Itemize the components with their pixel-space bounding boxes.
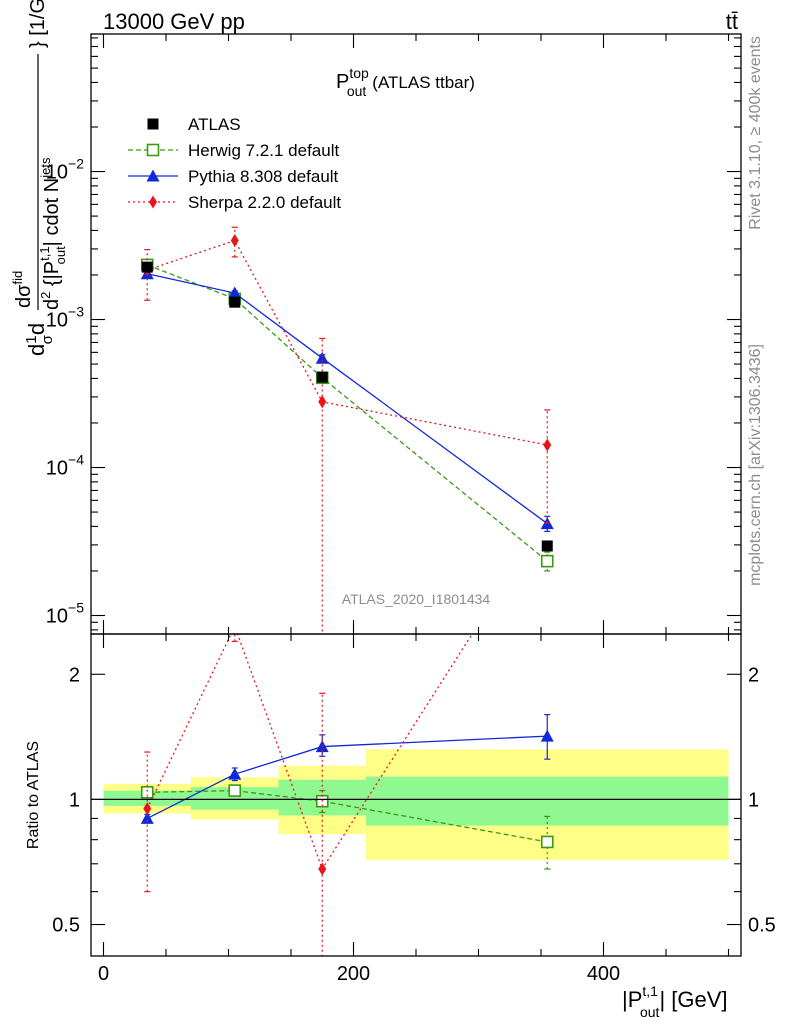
band-inner-1 [191,787,279,810]
y-tick-label: 10−5 [46,600,84,628]
ratio-point [231,620,239,633]
legend-label: Sherpa 2.2.0 default [188,193,341,212]
legend-marker [146,169,160,182]
ratio-series-2 [143,620,473,956]
ratio-point [140,786,154,799]
y-tick-label: 10−4 [46,452,84,480]
series-1 [140,267,554,533]
ratio-tick-label-left: 1 [69,789,80,811]
legend-marker [146,143,160,157]
legend-entry-3: Sherpa 2.2.0 default [128,193,341,212]
legend-entry-0: ATLAS [147,115,241,134]
series-line [147,273,548,525]
series-0 [140,258,554,572]
analysis-id: ATLAS_2020_I1801434 [342,591,491,607]
x-axis-label: |Pt,1 out| [GeV] [622,983,728,1020]
svg-text:d1σd: d1σd [23,323,56,356]
ratio-point [143,802,152,816]
ratio-line [146,735,548,820]
data-point [543,438,552,452]
atlas-data-point [229,296,241,308]
ratio-series-1 [140,713,554,824]
series-2 [143,226,552,634]
legend-entry-1: Herwig 7.2.1 default [128,141,339,160]
svg-text:} [1/GeV]: } [1/GeV] [27,0,49,48]
legend-entry-2: Pythia 8.308 default [128,167,339,186]
atlas-data [141,261,553,552]
legend-label: Pythia 8.308 default [188,167,339,186]
ratio-tick-label-right: 0.5 [748,915,776,937]
x-tick-label: 200 [337,963,370,985]
atlas-data-point [316,371,328,383]
ratio-tick-label-left: 0.5 [52,915,80,937]
rivet-label: Rivet 3.1.10, ≥ 400k events [747,36,764,230]
ratio-tick-label-right: 1 [748,789,759,811]
legend-marker [149,195,157,209]
energy-label: 13000 GeV pp [103,9,245,34]
legend: ATLAS Herwig 7.2.1 default Pythia 8.308 de… [128,115,341,212]
mcplots-label: mcplots.cern.ch [arXiv:1306.3436] [747,344,764,586]
legend-label: Herwig 7.2.1 default [188,141,339,160]
svg-text:dσfid: dσfid [10,271,35,308]
ratio-point [540,729,554,742]
ratio-line [146,634,473,871]
y-tick-label: 10−2 [46,156,84,184]
x-tick-label: 400 [587,963,620,985]
atlas-data-point [541,540,553,552]
main-panel-series [140,226,554,634]
axis-ticks [91,34,741,956]
series-line [147,239,548,446]
ratio-uncertainty-bands [103,749,729,860]
ratio-point [318,862,327,876]
ratio-panel-series [140,620,554,956]
ratio-tick-label-right: 2 [748,664,759,686]
data-point [230,234,239,248]
ratio-line [147,789,548,843]
x-tick-label: 0 [98,963,109,985]
y-axis-label: d1σd dσfid d2 {|Pt,1out| cdot Njets } [1… [10,0,68,356]
y-tick-label: 10−3 [46,304,84,332]
ratio-y-axis-label: Ratio to ATLAS [25,741,42,849]
legend-label: ATLAS [188,115,241,134]
data-point [228,286,242,299]
legend-marker [147,118,159,130]
ratio-point [140,811,154,824]
ratio-point [228,784,242,797]
data-point [318,395,327,409]
series-line [147,264,548,562]
atlas-data-point [141,261,153,273]
chart-title: Ptop out (ATLAS ttbar) [336,65,475,99]
data-point [540,554,554,568]
svg-text:d2 {|Pt,1out| cdot Njets: d2 {|Pt,1out| cdot Njets [37,157,68,310]
data-point [315,351,329,364]
process-label: tt̄ [726,9,738,34]
ratio-point [228,767,242,780]
ratio-tick-label-left: 2 [69,664,80,686]
axis-tick-labels: 0 200 400 10−5 10−4 10−3 10−2 0.5 0.5 1 1 2 2 [46,156,776,985]
ratio-point [540,835,554,849]
